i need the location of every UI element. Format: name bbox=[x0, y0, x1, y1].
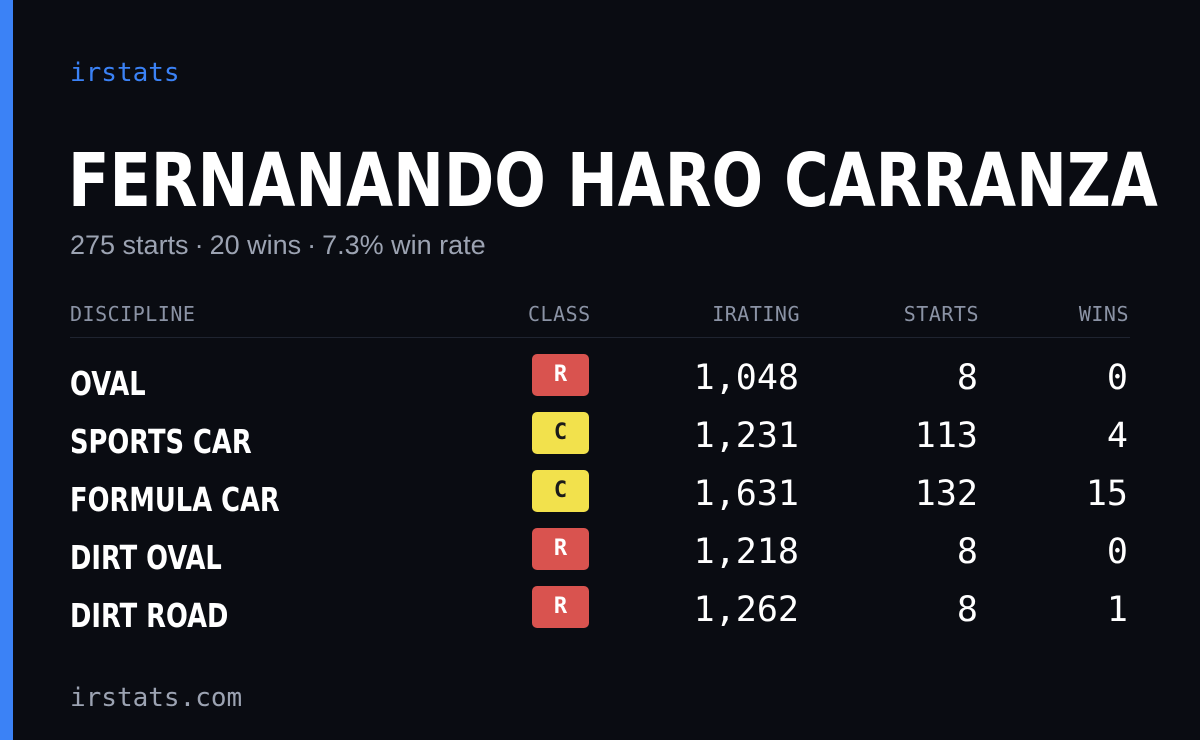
license-class-badge: R bbox=[532, 354, 589, 396]
summary-starts: 275 starts bbox=[70, 230, 189, 260]
table-row: FORMULA CAR C 1,631 132 15 bbox=[70, 470, 1130, 528]
summary-wins: 20 wins bbox=[209, 230, 302, 260]
license-class-badge: R bbox=[532, 586, 589, 628]
summary-separator: · bbox=[307, 230, 317, 260]
summary-separator: · bbox=[194, 230, 204, 260]
brand-logo-text: irstats bbox=[70, 58, 180, 88]
table-row: DIRT ROAD R 1,262 8 1 bbox=[70, 586, 1130, 644]
wins-value: 0 bbox=[1106, 358, 1128, 398]
header-starts: STARTS bbox=[903, 302, 979, 326]
irating-value: 1,631 bbox=[693, 474, 799, 514]
irating-value: 1,231 bbox=[693, 416, 799, 456]
wins-value: 15 bbox=[1085, 474, 1128, 514]
starts-value: 113 bbox=[914, 416, 978, 456]
discipline-name: SPORTS CAR bbox=[70, 422, 252, 461]
license-class-badge: R bbox=[532, 528, 589, 570]
header-discipline: DISCIPLINE bbox=[70, 302, 196, 326]
irating-value: 1,048 bbox=[693, 358, 799, 398]
header-wins: WINS bbox=[1078, 302, 1129, 326]
license-class-badge: C bbox=[532, 412, 589, 454]
starts-value: 8 bbox=[956, 532, 978, 572]
summary-win-rate: 7.3% win rate bbox=[322, 230, 486, 260]
header-class: CLASS bbox=[528, 302, 591, 326]
irating-value: 1,218 bbox=[693, 532, 799, 572]
footer-url: irstats.com bbox=[70, 683, 243, 713]
wins-value: 1 bbox=[1106, 590, 1128, 630]
discipline-name: DIRT OVAL bbox=[70, 538, 222, 577]
starts-value: 8 bbox=[956, 590, 978, 630]
table-row: SPORTS CAR C 1,231 113 4 bbox=[70, 412, 1130, 470]
starts-value: 8 bbox=[956, 358, 978, 398]
stats-table-header: DISCIPLINE CLASS IRATING STARTS WINS bbox=[70, 300, 1130, 338]
wins-value: 0 bbox=[1106, 532, 1128, 572]
accent-bar bbox=[0, 0, 13, 740]
license-class-badge: C bbox=[532, 470, 589, 512]
discipline-name: FORMULA CAR bbox=[70, 480, 280, 519]
table-row: DIRT OVAL R 1,218 8 0 bbox=[70, 528, 1130, 586]
driver-summary: 275 starts · 20 wins · 7.3% win rate bbox=[70, 228, 486, 262]
irating-value: 1,262 bbox=[693, 590, 799, 630]
table-row: OVAL R 1,048 8 0 bbox=[70, 354, 1130, 412]
discipline-name: DIRT ROAD bbox=[70, 596, 229, 635]
starts-value: 132 bbox=[914, 474, 978, 514]
driver-name: FERNANANDO HARO CARRANZA bbox=[68, 138, 1158, 224]
header-irating: IRATING bbox=[712, 302, 800, 326]
discipline-name: OVAL bbox=[70, 364, 146, 403]
wins-value: 4 bbox=[1106, 416, 1128, 456]
